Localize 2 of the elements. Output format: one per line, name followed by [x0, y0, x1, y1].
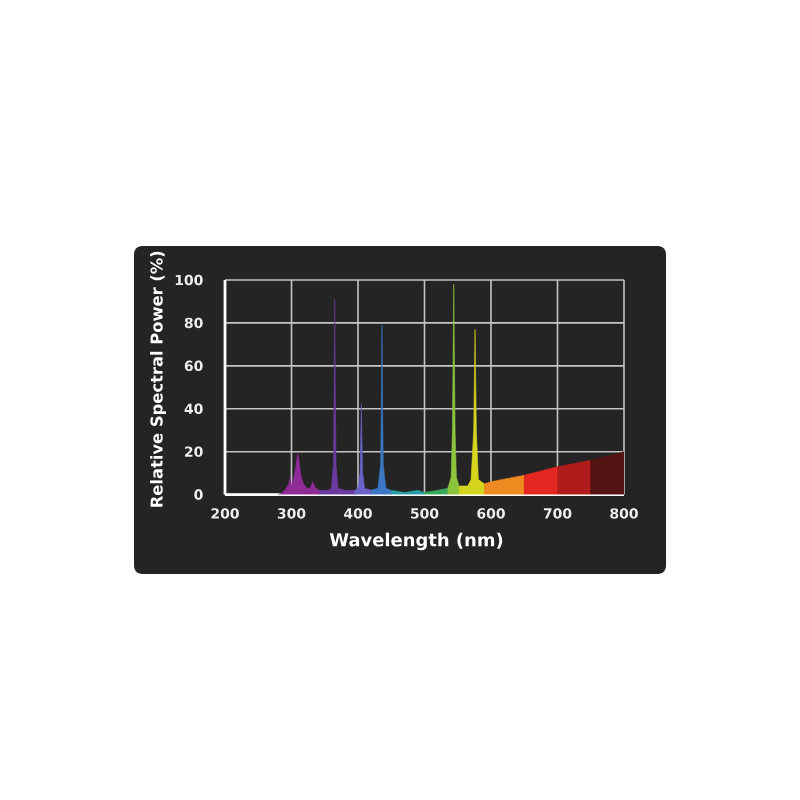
x-axis-title: Wavelength (nm) [329, 532, 503, 551]
y-axis-title: Relative Spectral Power (%) [150, 251, 166, 507]
